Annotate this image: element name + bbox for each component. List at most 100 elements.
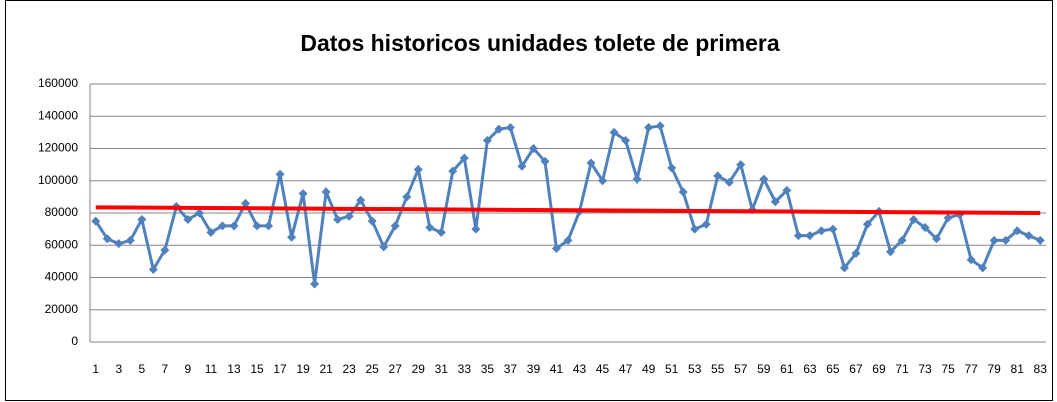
point-marker	[379, 242, 389, 252]
x-tick-label: 11	[205, 362, 218, 376]
x-tick-label: 53	[688, 362, 702, 376]
point-marker	[471, 224, 481, 234]
x-tick-label: 23	[342, 362, 356, 376]
point-marker	[540, 156, 550, 166]
point-marker	[1001, 235, 1011, 245]
x-tick-label: 33	[458, 362, 472, 376]
point-marker	[194, 208, 204, 218]
point-marker	[932, 234, 942, 244]
point-marker	[724, 177, 734, 187]
point-marker	[148, 264, 158, 274]
point-marker	[551, 243, 561, 253]
x-tick-label: 13	[227, 362, 241, 376]
point-marker	[943, 213, 953, 223]
point-marker	[298, 189, 308, 199]
x-tick-label: 31	[435, 362, 449, 376]
x-tick-label: 9	[185, 362, 192, 376]
y-tick-label: 80000	[45, 205, 79, 219]
x-tick-label: 67	[849, 362, 863, 376]
point-marker	[505, 123, 515, 133]
y-tick-label: 120000	[38, 141, 78, 155]
x-tick-label: 75	[941, 362, 955, 376]
point-marker	[667, 163, 677, 173]
chart-title: Datos historicos unidades tolete de prim…	[300, 30, 779, 56]
x-tick-label: 45	[596, 362, 610, 376]
point-marker	[920, 223, 930, 233]
point-marker	[586, 158, 596, 168]
point-marker	[563, 235, 573, 245]
point-marker	[828, 224, 838, 234]
point-marker	[966, 255, 976, 265]
point-marker	[909, 214, 919, 224]
x-tick-label: 55	[711, 362, 725, 376]
point-marker	[678, 187, 688, 197]
y-tick-label: 20000	[45, 302, 79, 316]
x-tick-label: 1	[92, 362, 99, 376]
point-marker	[390, 221, 400, 231]
point-marker	[183, 214, 193, 224]
point-marker	[701, 219, 711, 229]
point-marker	[690, 224, 700, 234]
x-tick-label: 29	[412, 362, 426, 376]
x-tick-label: 83	[1034, 362, 1048, 376]
x-tick-label: 51	[665, 362, 679, 376]
y-tick-label: 160000	[38, 76, 78, 90]
point-marker	[91, 216, 101, 226]
point-marker	[344, 211, 354, 221]
point-marker	[264, 221, 274, 231]
chart-border	[5, 0, 1053, 401]
point-marker	[851, 248, 861, 258]
point-marker	[436, 227, 446, 237]
y-tick-label: 140000	[38, 108, 78, 122]
x-tick-label: 25	[366, 362, 380, 376]
point-marker	[862, 219, 872, 229]
point-marker	[644, 123, 654, 133]
point-marker	[632, 174, 642, 184]
x-tick-label: 69	[872, 362, 886, 376]
point-marker	[989, 235, 999, 245]
x-tick-label: 61	[780, 362, 794, 376]
point-marker	[206, 227, 216, 237]
point-marker	[621, 135, 631, 145]
point-marker	[598, 176, 608, 186]
point-marker	[413, 164, 423, 174]
point-marker	[655, 121, 665, 131]
y-tick-label: 100000	[38, 173, 78, 187]
x-tick-label: 39	[527, 362, 541, 376]
x-tick-label: 41	[550, 362, 564, 376]
point-marker	[839, 263, 849, 273]
point-marker	[978, 263, 988, 273]
point-marker	[137, 214, 147, 224]
point-marker	[229, 221, 239, 231]
point-marker	[528, 144, 538, 153]
x-tick-label: 65	[826, 362, 840, 376]
point-marker	[275, 169, 285, 179]
point-marker	[402, 192, 412, 202]
point-marker	[793, 231, 803, 241]
point-marker	[517, 161, 527, 171]
x-tick-label: 43	[573, 362, 587, 376]
point-marker	[482, 135, 492, 145]
point-marker	[448, 166, 458, 176]
point-marker	[782, 185, 792, 195]
point-marker	[886, 247, 896, 257]
point-marker	[759, 174, 769, 184]
point-marker	[459, 153, 469, 163]
x-tick-label: 17	[273, 362, 287, 376]
point-marker	[770, 197, 780, 207]
point-marker	[125, 235, 135, 245]
x-tick-label: 37	[504, 362, 518, 376]
point-marker	[321, 187, 331, 197]
x-tick-label: 35	[481, 362, 495, 376]
point-marker	[736, 160, 746, 170]
x-tick-label: 57	[734, 362, 748, 376]
point-marker	[897, 235, 907, 245]
point-marker	[160, 245, 170, 255]
point-marker	[356, 195, 366, 205]
x-tick-label: 27	[389, 362, 403, 376]
point-marker	[114, 239, 124, 249]
point-marker	[1012, 226, 1022, 236]
x-tick-label: 79	[987, 362, 1001, 376]
point-marker	[1024, 231, 1034, 241]
